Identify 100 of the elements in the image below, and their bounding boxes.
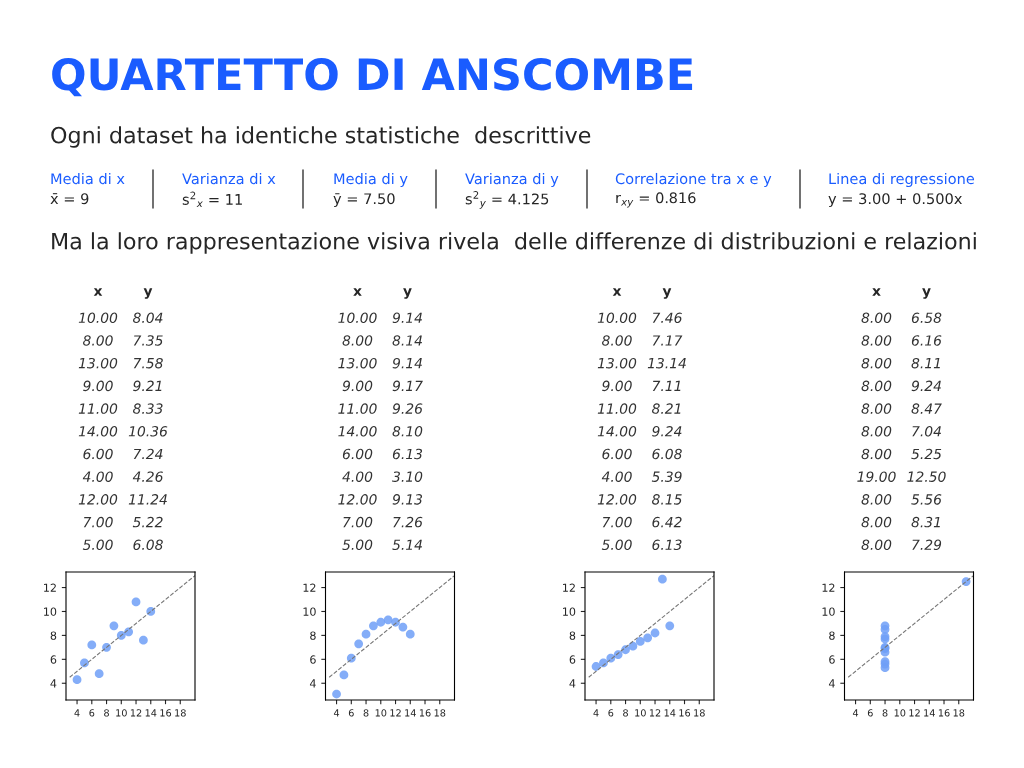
x-tick-label: 6 (89, 709, 95, 717)
x-tick-label: 16 (160, 709, 172, 717)
x-tick-label: 16 (679, 709, 691, 717)
text: 8.00 (861, 516, 892, 528)
text: 3.10 (392, 471, 423, 482)
text: 5.00 (601, 539, 632, 551)
y-tick-label: 4 (50, 679, 57, 688)
x-tick-label: 16 (419, 709, 431, 717)
text: 7.00 (343, 516, 373, 528)
text: 8.21 (652, 403, 681, 414)
x-tick-label: 4 (593, 709, 599, 717)
text: 10.36 (128, 426, 168, 437)
text: 9.24 (652, 426, 682, 437)
text: s$^{2}$$_{y}$ = 4.125 (465, 191, 549, 209)
y-tick-label: 6 (829, 655, 835, 664)
text: s$^{2}$$_{x}$ = 11 (182, 191, 242, 208)
text: x (612, 288, 622, 296)
text: 8.14 (392, 335, 422, 346)
text: 5.39 (651, 471, 682, 482)
text: 9.21 (133, 380, 162, 392)
x-tick-label: 6 (608, 709, 614, 717)
text: 6.08 (133, 539, 163, 551)
y-tick-label: 12 (822, 583, 835, 592)
text: 9.13 (392, 494, 423, 505)
x-tick-label: 18 (175, 709, 186, 717)
text: 7.17 (652, 335, 683, 346)
text: 9.00 (602, 380, 632, 392)
text: Correlazione tra x e y (615, 172, 772, 188)
text: y (143, 288, 153, 299)
text: 9.14 (392, 357, 422, 369)
x-tick-label: 10 (894, 709, 906, 717)
x-tick-label: 8 (104, 709, 109, 717)
text: 4.00 (82, 471, 113, 482)
x-tick-label: 14 (924, 709, 935, 717)
y-tick-label: 10 (563, 607, 576, 616)
text: 11.00 (597, 403, 637, 414)
text: 14.00 (597, 426, 637, 437)
text: 6.42 (652, 516, 682, 528)
text: Varianza di y (465, 172, 559, 188)
text: 12.00 (338, 494, 377, 505)
y-tick-label: 4 (309, 679, 316, 688)
text: 5.00 (82, 539, 113, 551)
text: 8.00 (602, 335, 632, 346)
y-tick-label: 4 (828, 679, 835, 688)
text: 8.15 (652, 494, 682, 505)
text: Media di x (51, 172, 125, 185)
x-tick-label: 10 (375, 709, 387, 717)
text: 6.00 (83, 448, 113, 460)
text: 11.24 (128, 494, 167, 505)
x-tick-label: 14 (664, 709, 676, 717)
text: 8.00 (861, 494, 892, 505)
y-tick-label: 12 (44, 583, 56, 592)
text: 14.00 (78, 426, 118, 437)
text: 9.14 (392, 312, 422, 324)
text: 7.58 (133, 357, 163, 369)
text: 6.00 (342, 448, 373, 460)
text: x (93, 288, 103, 296)
text: 8.47 (911, 403, 942, 414)
text: 5.14 (392, 539, 422, 551)
x-tick-label: 6 (867, 709, 873, 717)
text: 10.00 (78, 312, 118, 324)
y-tick-label: 8 (50, 631, 57, 640)
y-tick-label: 6 (569, 655, 576, 664)
x-tick-label: 18 (953, 709, 965, 717)
text: 8.00 (861, 539, 892, 551)
text: 7.26 (393, 516, 423, 528)
x-tick-label: 18 (434, 709, 446, 717)
x-tick-label: 12 (130, 709, 142, 717)
text: x̄ = 9 (50, 193, 89, 205)
text: 13.00 (338, 357, 377, 369)
y-tick-label: 8 (569, 631, 576, 640)
text: 8.31 (911, 516, 940, 528)
y-tick-label: 6 (50, 655, 57, 664)
text: 13.00 (597, 357, 637, 369)
text: y (922, 288, 931, 299)
text: 8.00 (861, 426, 892, 437)
text: y = 3.00 + 0.500x (828, 193, 962, 208)
text: 5.56 (911, 494, 942, 505)
text: 9.00 (83, 380, 113, 392)
text: 9.26 (392, 403, 423, 414)
x-tick-label: 18 (694, 709, 705, 717)
y-tick-label: 10 (44, 607, 57, 616)
text: 7.11 (652, 380, 681, 391)
x-tick-label: 16 (938, 709, 950, 717)
text: Varianza di x (182, 172, 276, 185)
text: 6.16 (911, 335, 942, 346)
text: 5.22 (132, 516, 163, 528)
text: 7.00 (602, 516, 632, 528)
y-tick-label: 12 (303, 583, 316, 592)
x-tick-label: 12 (909, 709, 920, 717)
text: 4.00 (601, 471, 632, 482)
text: 8.00 (861, 448, 892, 460)
text: Media di y (334, 172, 408, 188)
y-tick-label: 6 (310, 655, 316, 664)
text: 5.25 (911, 448, 942, 460)
text: 6.00 (602, 448, 632, 460)
text: 9.00 (342, 380, 373, 392)
text: 5.00 (342, 539, 373, 551)
text: y (403, 288, 412, 299)
text: Ogni dataset ha identiche statistiche descrittive (51, 126, 591, 148)
